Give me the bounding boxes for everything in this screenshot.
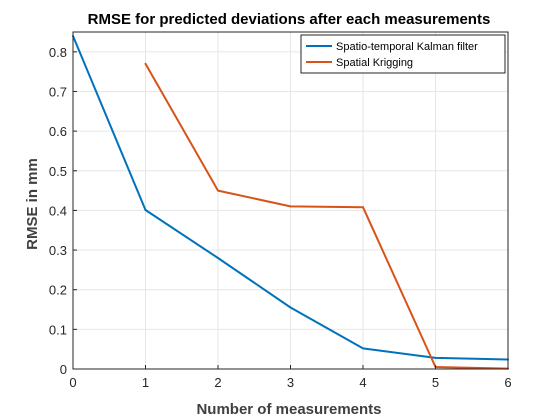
x-tick-label: 5 [432, 375, 439, 390]
series-2-point [144, 62, 147, 65]
y-tick-label: 0.8 [49, 45, 67, 60]
legend-box [300, 34, 506, 74]
ticks: 0 1 2 3 4 5 6 0 0.1 0.2 0.3 0.4 0.5 0.6 0.7 0.8 [49, 45, 512, 390]
y-tick-label: 0.7 [49, 84, 67, 99]
y-tick-label: 0.4 [49, 203, 67, 218]
y-tick-label: 0.2 [49, 283, 67, 298]
series-1-point [144, 209, 147, 212]
legend: Spatio-temporal Kalman filter Spatial Kri… [300, 34, 506, 74]
y-tick-label: 0 [60, 362, 67, 377]
x-axis-title: Number of measurements [196, 401, 381, 418]
series-2-point [217, 189, 219, 192]
x-tick-label: 1 [142, 375, 149, 390]
series-1-point [362, 347, 364, 350]
series-1-point [289, 306, 292, 309]
y-tick-label: 0.3 [49, 243, 67, 258]
x-tick-label: 4 [359, 375, 366, 390]
y-axis-title: RMSE in mm [24, 158, 41, 250]
x-tick-label: 0 [69, 375, 76, 390]
series-2-point [362, 206, 364, 209]
y-tick-label: 0.1 [49, 322, 67, 337]
x-tick-label: 3 [287, 375, 294, 390]
legend-label-1: Spatio-temporal Kalman filter [336, 41, 478, 53]
y-tick-label: 0.6 [49, 124, 67, 139]
series-2-point [289, 205, 292, 208]
legend-label-2: Spatial Krigging [336, 57, 413, 69]
y-tick-label: 0.5 [49, 164, 67, 179]
series-1-point [434, 356, 437, 359]
series-1-point [217, 256, 219, 259]
grid [72, 32, 509, 370]
series-line-2 [144, 63, 509, 370]
chart-title: RMSE for predicted deviations after each… [88, 11, 491, 28]
x-tick-label: 2 [214, 375, 221, 390]
x-tick-label: 6 [504, 375, 511, 390]
